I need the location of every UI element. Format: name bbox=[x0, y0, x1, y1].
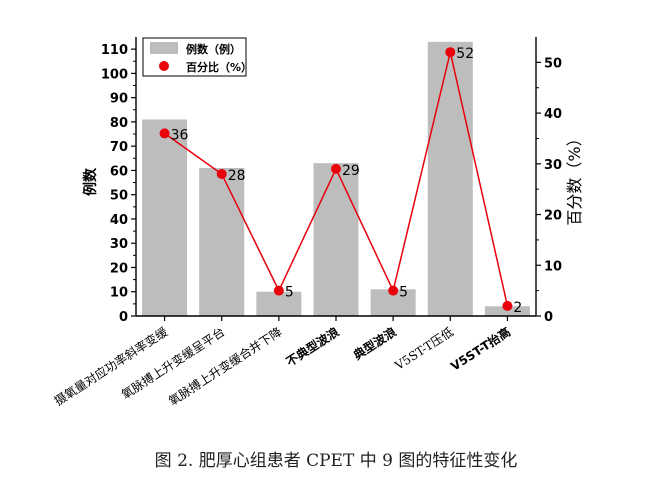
figure-caption: 图 2. 肥厚心组患者 CPET 中 9 图的特征性变化 bbox=[154, 451, 518, 471]
x-category-label-5: 典型波浪 bbox=[350, 324, 398, 363]
legend: 例数（例） 百分比（%） bbox=[142, 37, 252, 77]
percent-label-5: 5 bbox=[399, 285, 408, 301]
y-tick-label: 110 bbox=[101, 43, 128, 58]
percent-point-1 bbox=[159, 128, 170, 139]
x-category-label-2: 氧脉搏上升变缓呈平台 bbox=[119, 324, 228, 402]
y2-tick-label: 40 bbox=[544, 107, 562, 122]
y-tick-label: 20 bbox=[110, 261, 128, 276]
percent-label-6: 52 bbox=[456, 46, 474, 62]
legend-bar-label: 例数（例） bbox=[186, 42, 241, 56]
bar-2 bbox=[199, 168, 245, 316]
bar-7 bbox=[484, 306, 530, 316]
y2-tick-label: 0 bbox=[544, 310, 553, 325]
y-tick-label: 30 bbox=[110, 237, 128, 252]
y2-axis-title: 百分数（%） bbox=[565, 130, 584, 225]
y-tick-label: 40 bbox=[110, 213, 128, 228]
bar-4 bbox=[313, 163, 359, 316]
y2-tick-label: 30 bbox=[544, 158, 562, 173]
legend-point-swatch bbox=[159, 61, 169, 71]
y-tick-label: 90 bbox=[110, 92, 128, 107]
y-tick-label: 50 bbox=[110, 189, 128, 204]
bar-6 bbox=[427, 41, 473, 316]
percent-label-3: 5 bbox=[285, 285, 294, 301]
y-tick-label: 100 bbox=[101, 67, 128, 82]
percent-point-2 bbox=[216, 168, 227, 179]
legend-point-label: 百分比（%） bbox=[186, 60, 252, 74]
percent-label-4: 29 bbox=[342, 163, 360, 179]
y-tick-label: 60 bbox=[110, 164, 128, 179]
percent-point-7 bbox=[502, 300, 513, 311]
x-category-label-7: V5ST-T抬高 bbox=[448, 324, 513, 374]
y-tick-label: 70 bbox=[110, 140, 128, 155]
percent-label-1: 36 bbox=[171, 127, 189, 143]
bar-1 bbox=[142, 119, 188, 316]
legend-bar-swatch bbox=[150, 42, 178, 54]
percent-label-2: 28 bbox=[228, 168, 246, 184]
percent-point-6 bbox=[445, 47, 456, 58]
y-tick-label: 10 bbox=[110, 286, 128, 301]
y2-tick-label: 20 bbox=[544, 209, 562, 224]
y-axis-title: 例数 bbox=[82, 167, 99, 196]
percent-point-5 bbox=[388, 285, 399, 296]
percent-point-3 bbox=[273, 285, 284, 296]
x-category-label-6: V5ST-T压低 bbox=[392, 325, 456, 374]
percent-label-7: 2 bbox=[513, 300, 522, 316]
x-category-label-1: 摄氧量对应功率斜率变缓 bbox=[51, 324, 170, 408]
x-category-label-4: 不典型波浪 bbox=[283, 324, 342, 369]
y2-tick-label: 50 bbox=[544, 56, 562, 71]
percent-point-4 bbox=[331, 163, 341, 174]
y2-tick-label: 10 bbox=[544, 259, 562, 274]
y-tick-label: 80 bbox=[110, 116, 128, 131]
bar-3 bbox=[256, 291, 302, 316]
y-tick-label: 0 bbox=[119, 310, 128, 325]
